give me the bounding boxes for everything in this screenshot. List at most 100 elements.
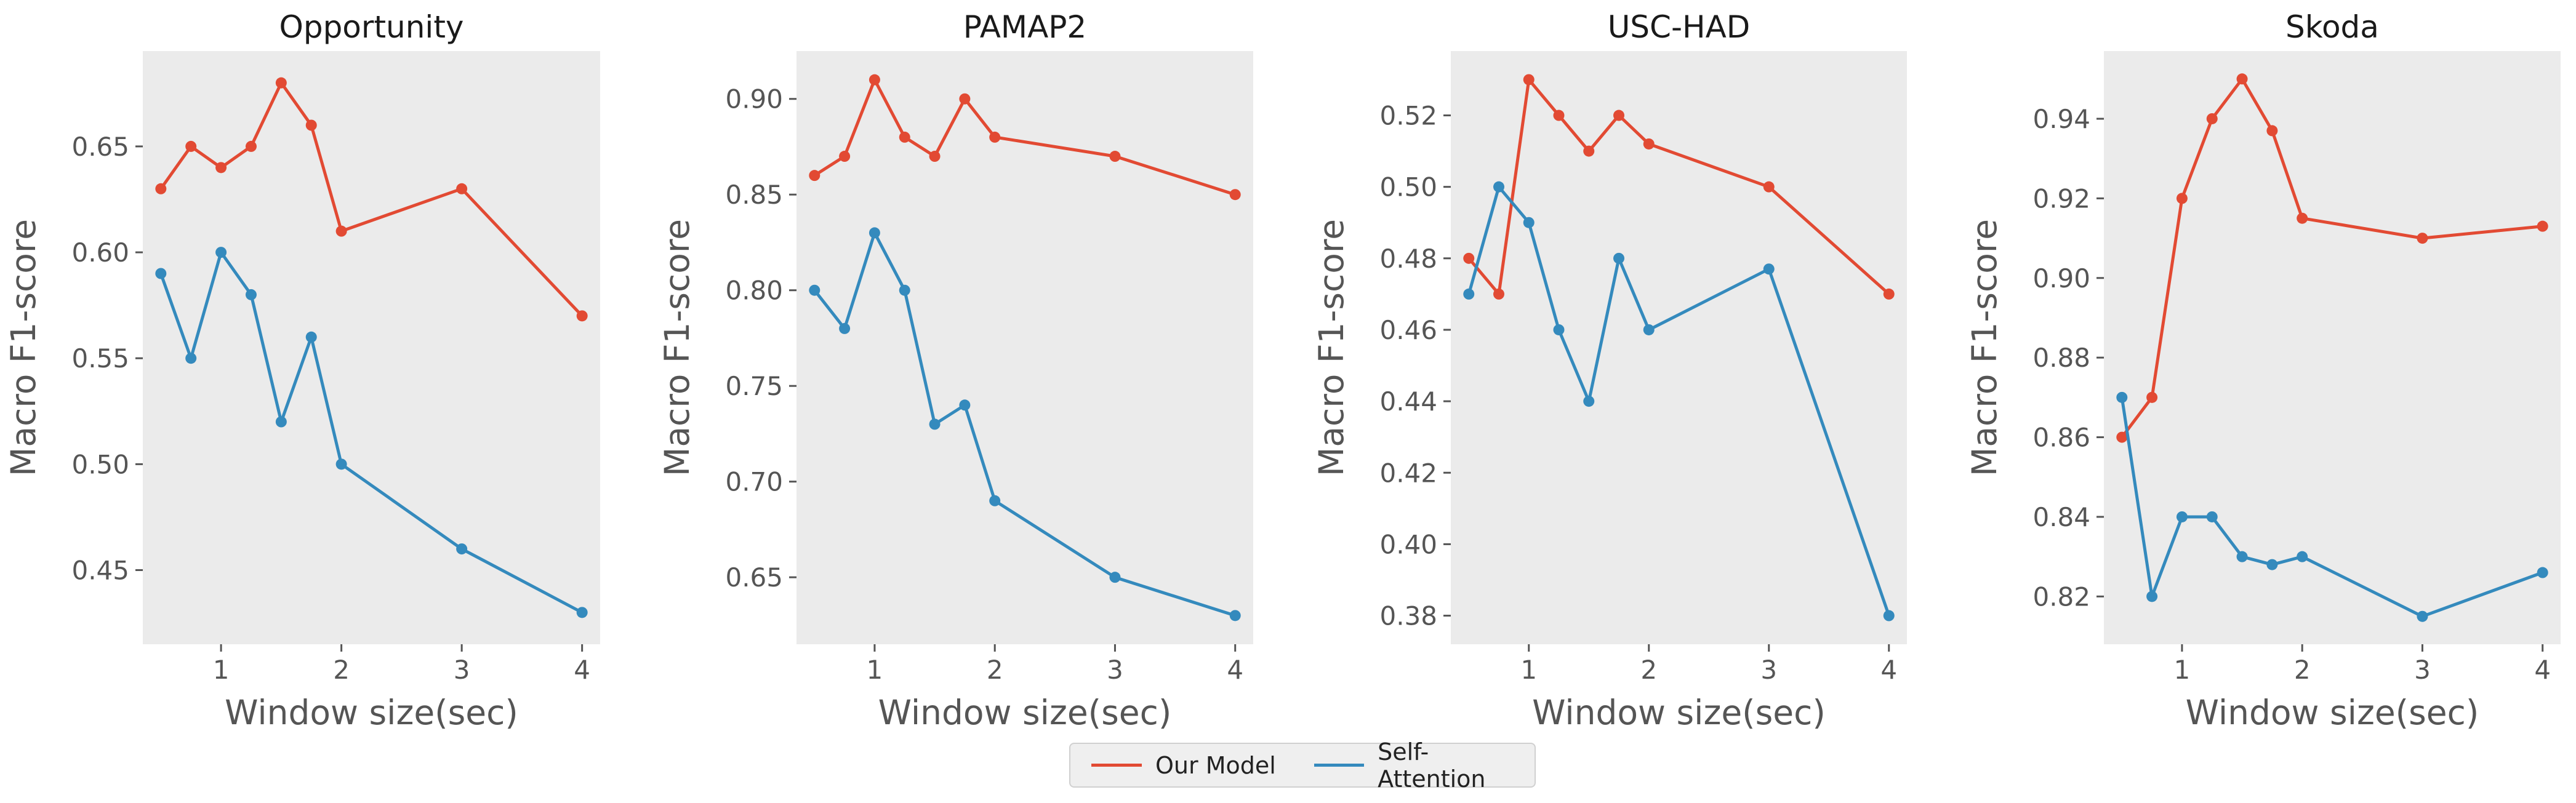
data-point-our-model (2176, 193, 2188, 204)
y-tick-label: 0.88 (2032, 343, 2090, 373)
data-point-self-attention (2146, 591, 2158, 602)
data-point-our-model (1613, 110, 1624, 121)
data-point-self-attention (1613, 252, 1624, 264)
panel-1: Opportunity 0.45 0.50 0.55 0.60 0.65 1 2 3 4 Windo… (4, 9, 600, 732)
y-tick-label: 0.60 (71, 238, 129, 268)
data-point-self-attention (1523, 217, 1535, 228)
data-point-self-attention (456, 543, 468, 555)
x-tick-label: 4 (574, 655, 590, 685)
data-point-self-attention (959, 399, 971, 411)
y-axis-label: Macro F1-score (4, 219, 43, 476)
data-point-self-attention (1109, 572, 1121, 583)
plot-area (143, 51, 600, 644)
x-tick-label: 3 (1760, 655, 1777, 685)
data-point-our-model (335, 225, 347, 237)
data-point-self-attention (2266, 559, 2278, 570)
panel-title: USC-HAD (1608, 9, 1751, 45)
y-tick-label: 0.52 (1379, 101, 1437, 131)
data-point-our-model (1583, 145, 1595, 157)
x-tick-label: 2 (1640, 655, 1657, 685)
data-point-self-attention (185, 353, 197, 364)
legend-label-self-attention: Self-Attention (1378, 738, 1486, 793)
y-tick-label: 0.46 (1379, 315, 1437, 345)
x-tick-label: 3 (454, 655, 470, 685)
data-point-self-attention (155, 268, 167, 279)
panel-2: PAMAP2 0.65 0.70 0.75 0.80 0.85 0.90 1 2 3 4 Window… (657, 9, 1253, 732)
data-point-self-attention (809, 284, 821, 296)
data-point-our-model (305, 119, 317, 131)
y-tick-label: 0.48 (1379, 244, 1437, 274)
plot-area (796, 51, 1253, 644)
x-axis-label: Window size(sec) (2186, 693, 2479, 732)
x-tick-label: 1 (1520, 655, 1537, 685)
data-point-self-attention (1763, 263, 1775, 275)
data-point-our-model (215, 162, 227, 174)
data-point-our-model (1553, 110, 1565, 121)
x-tick-label: 1 (2174, 655, 2191, 685)
y-tick-label: 0.84 (2032, 502, 2090, 532)
data-point-self-attention (275, 416, 287, 428)
y-tick-label: 0.70 (725, 467, 783, 497)
data-point-our-model (2116, 431, 2128, 443)
panel-title: Skoda (2285, 9, 2379, 45)
data-point-self-attention (1229, 610, 1241, 621)
y-tick-label: 0.38 (1379, 601, 1437, 631)
data-point-self-attention (869, 227, 880, 239)
data-point-our-model (2297, 212, 2308, 224)
data-point-our-model (809, 170, 821, 182)
y-tick-label: 0.65 (71, 132, 129, 162)
x-axis-label: Window size(sec) (225, 693, 518, 732)
data-point-our-model (989, 131, 1001, 143)
y-tick-label: 0.92 (2032, 183, 2090, 214)
panel-title: PAMAP2 (963, 9, 1086, 45)
y-axis-label: Macro F1-score (1312, 219, 1351, 476)
y-tick-label: 0.86 (2032, 423, 2090, 453)
data-point-self-attention (1553, 324, 1565, 335)
data-point-our-model (1643, 138, 1655, 150)
data-point-our-model (1229, 189, 1241, 201)
data-point-our-model (245, 140, 257, 152)
data-point-our-model (899, 131, 910, 143)
data-point-our-model (155, 183, 167, 194)
data-point-our-model (2146, 391, 2158, 403)
data-point-self-attention (2116, 391, 2128, 403)
data-point-our-model (1763, 181, 1775, 193)
data-point-our-model (959, 93, 971, 105)
data-point-self-attention (2236, 551, 2248, 562)
legend-line-self-attention (1314, 764, 1365, 767)
data-point-self-attention (2176, 511, 2188, 522)
data-point-our-model (456, 183, 468, 194)
y-tick-label: 0.80 (725, 276, 783, 306)
x-tick-label: 1 (867, 655, 883, 685)
legend-item-our-model: Our Model (1091, 744, 1276, 786)
panel-4: Skoda 0.82 0.84 0.86 0.88 0.90 0.92 0.94 1 2 3 4 Win… (1965, 9, 2561, 732)
data-point-our-model (576, 310, 588, 322)
y-tick-label: 0.85 (725, 180, 783, 210)
y-tick-label: 0.55 (71, 343, 129, 374)
data-point-our-model (1463, 252, 1475, 264)
data-point-our-model (1493, 288, 1504, 300)
data-point-self-attention (2206, 511, 2218, 522)
data-point-self-attention (245, 289, 257, 300)
data-point-our-model (185, 140, 197, 152)
x-tick-label: 4 (2534, 655, 2551, 685)
data-point-self-attention (899, 284, 910, 296)
data-point-self-attention (1883, 610, 1895, 621)
data-point-self-attention (839, 322, 851, 334)
data-point-self-attention (335, 458, 347, 470)
legend: Our Model Self-Attention (1069, 738, 1536, 793)
data-point-our-model (1109, 151, 1121, 162)
y-axis-label: Macro F1-score (1965, 219, 2004, 476)
x-axis-label: Window size(sec) (1532, 693, 1826, 732)
data-point-self-attention (215, 247, 227, 258)
legend-line-our-model (1091, 764, 1142, 767)
data-point-our-model (275, 77, 287, 89)
x-tick-label: 3 (2414, 655, 2431, 685)
data-point-self-attention (576, 607, 588, 618)
x-tick-label: 2 (333, 655, 350, 685)
data-point-our-model (869, 74, 880, 86)
data-point-our-model (2206, 113, 2218, 124)
panel-title: Opportunity (279, 9, 463, 45)
